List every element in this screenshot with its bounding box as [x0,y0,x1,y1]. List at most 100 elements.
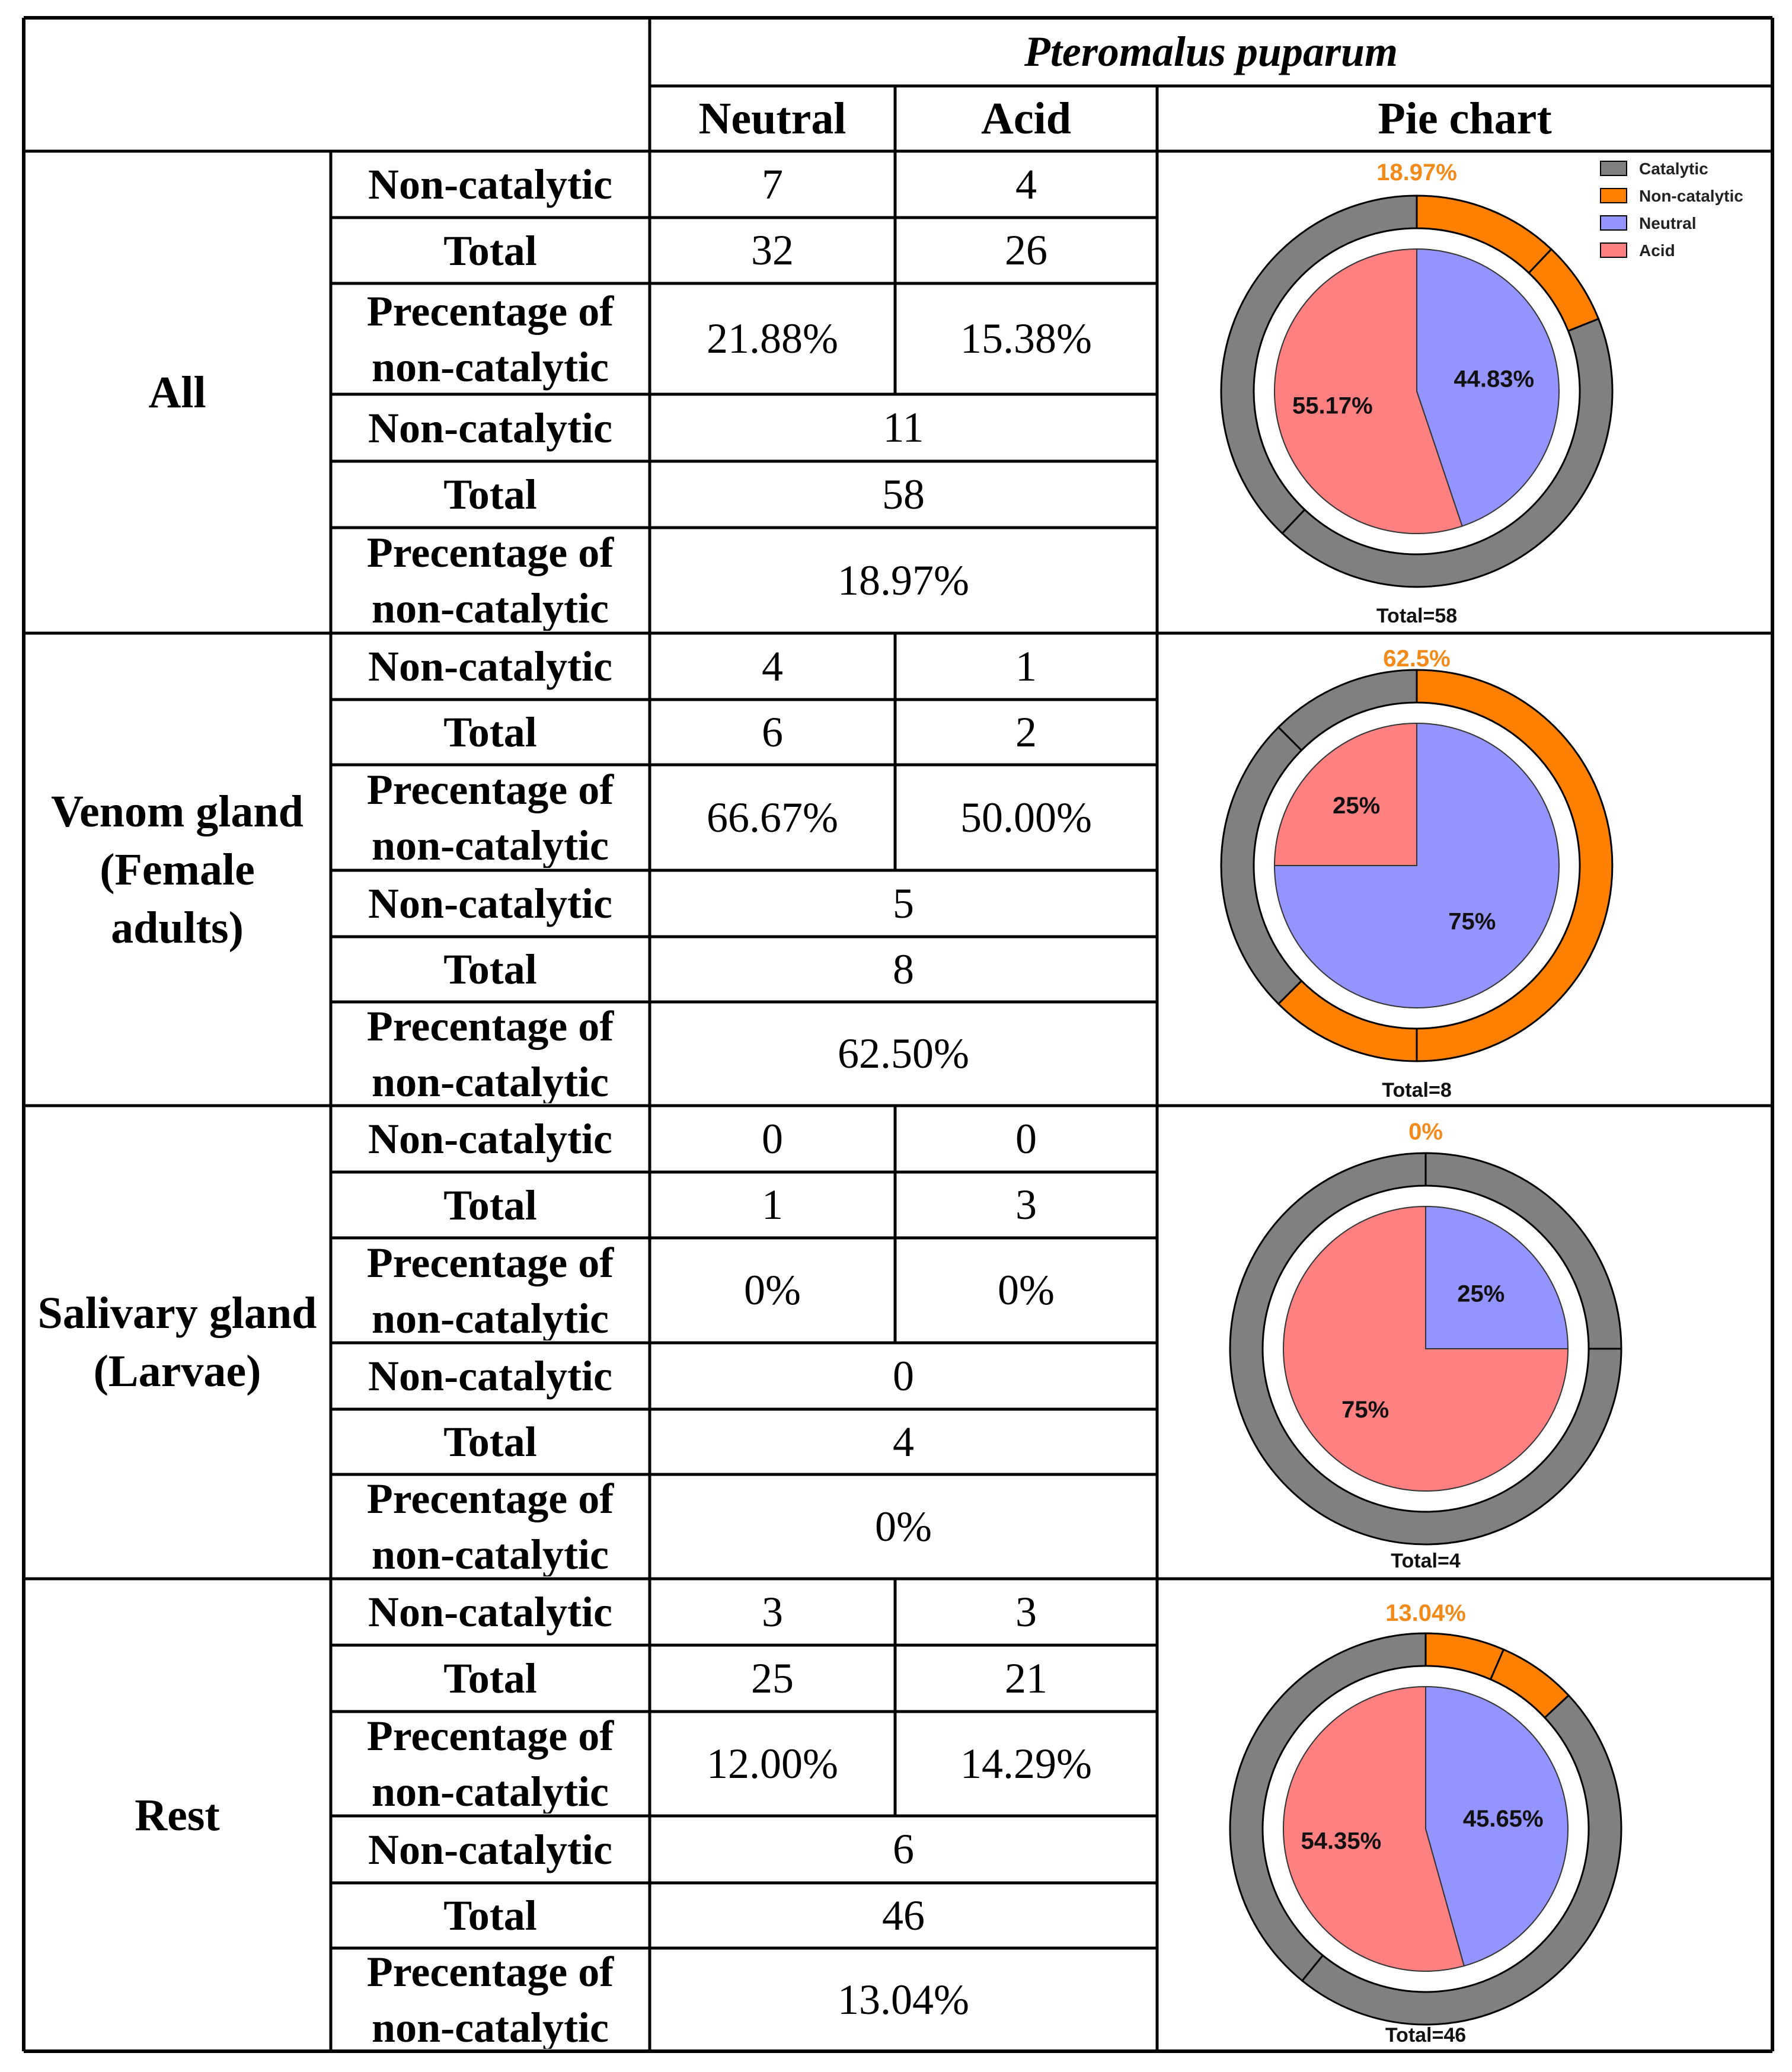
pie-slice-neutral [1425,1685,1569,1967]
pie-footer-total: Total=46 [1385,2024,1466,2047]
row-label-pct: Precentage of non-catalytic [366,1004,614,1103]
row-label-total: Total [443,1181,537,1229]
row-label-total: Total [443,1418,537,1466]
combined-value: 6 [893,1825,914,1873]
col-header-pie: Pie chart [1378,93,1552,143]
combined-value: 4 [893,1417,914,1466]
combined-value: 5 [893,879,914,927]
acid-value: 4 [1015,160,1037,208]
pie-title-percentage: 0% [1408,1119,1443,1145]
row-label-noncat: Non-catalytic [368,643,612,690]
pie-slice-neutral [1273,722,1560,1008]
pie-slice-neutral [1425,1205,1569,1349]
species-title: Pteromalus puparum [1024,28,1398,75]
pie-chart: 44.83% 55.17% 18.97% Total=58 Catalytic Non-c… [1220,159,1743,627]
row-label-total: Total [443,1655,537,1702]
row-label-pct: Precentage of non-catalytic [366,767,614,868]
row-label-total: Total [443,471,537,518]
neutral-value: 4 [762,642,783,690]
row-label-pct: Precentage of non-catalytic [366,287,614,391]
acid-value: 3 [1015,1588,1037,1636]
row-label-noncat: Non-catalytic [368,1825,612,1873]
outer-slice-catalytic-neutral [1280,317,1614,588]
pie-slice-neutral [1416,248,1560,527]
row-label-total: Total [443,708,537,756]
pie-footer-total: Total=58 [1376,605,1457,627]
combined-value: 58 [882,470,925,518]
neutral-value: 6 [762,708,783,756]
row-label-pct: Precentage of non-catalytic [366,1714,614,1814]
pie-label-acid: 55.17% [1292,392,1373,419]
acid-value: 50.00% [960,793,1092,841]
legend-label-neutral: Neutral [1639,214,1696,232]
acid-value: 0 [1015,1115,1037,1163]
neutral-value: 1 [762,1181,783,1228]
pie-label-neutral: 25% [1457,1281,1504,1307]
pie-label-acid: 75% [1341,1397,1389,1423]
combined-value: 62.50% [838,1030,969,1077]
acid-value: 15.38% [960,315,1092,362]
acid-value: 1 [1015,642,1037,690]
row-label-pct: Precentage of non-catalytic [366,530,614,631]
acid-value: 26 [1005,226,1047,274]
neutral-value: 7 [762,160,783,208]
legend-swatch-catalytic [1600,161,1627,176]
row-label-total: Total [443,1892,537,1939]
pie-legend: Catalytic Non-catalytic Neutral Acid [1600,159,1743,260]
pie-slice-acid [1283,1205,1569,1492]
outer-slice-catalytic-acid [1277,669,1418,752]
pie-footer-total: Total=8 [1382,1079,1451,1102]
neutral-value: 32 [751,226,794,274]
legend-swatch-neutral [1600,215,1627,231]
col-header-acid: Acid [981,93,1071,143]
neutral-value: 12.00% [707,1739,838,1787]
outer-slice-catalytic-acid [1229,1152,1622,1546]
pie-chart: 45.65% 54.35% 13.04% Total=46 [1229,1600,1622,2047]
row-label-total: Total [443,226,537,274]
row-label-noncat: Non-catalytic [368,404,612,452]
combined-value: 0 [893,1352,914,1400]
neutral-value: 66.67% [707,793,838,841]
combined-value: 0% [875,1502,932,1550]
outer-slice-catalytic-acid [1229,1632,1427,1982]
acid-value: 14.29% [960,1739,1092,1787]
pie-label-acid: 54.35% [1301,1828,1382,1854]
legend-label-noncatalytic: Non-catalytic [1639,187,1743,205]
acid-value: 2 [1015,708,1037,756]
row-label-noncat: Non-catalytic [368,1352,612,1400]
combined-value: 18.97% [838,556,969,604]
group-label: Salivary gland (Larvae) [37,1288,317,1396]
col-header-neutral: Neutral [698,93,847,143]
pie-label-acid: 25% [1333,793,1380,819]
acid-value: 3 [1015,1181,1037,1228]
outer-slice-noncatalytic-neutral [1416,669,1614,1062]
neutral-value: 25 [751,1654,794,1702]
group-label: Rest [135,1790,220,1840]
pie-footer-total: Total=4 [1391,1550,1461,1572]
combined-value: 8 [893,945,914,993]
combined-value: 46 [882,1891,925,1939]
outer-slice-catalytic-neutral [1301,1694,1622,2026]
pie-label-neutral: 75% [1448,908,1496,934]
row-label-pct: Precentage of non-catalytic [366,1950,614,2049]
pie-title-percentage: 13.04% [1385,1600,1466,1626]
pie-title-percentage: 62.5% [1383,646,1450,672]
legend-label-catalytic: Catalytic [1639,159,1708,178]
row-label-noncat: Non-catalytic [368,1115,612,1163]
row-label-noncat: Non-catalytic [368,161,612,208]
row-label-pct: Precentage of non-catalytic [366,1477,614,1576]
outer-slice-noncatalytic-neutral [1424,1632,1505,1681]
neutral-value: 0 [762,1115,783,1163]
row-label-pct: Precentage of non-catalytic [366,1240,614,1340]
pie-chart: 75% 25% 62.5% Total=8 [1220,646,1614,1102]
pie-slice-acid [1274,248,1463,534]
legend-swatch-acid [1600,242,1627,258]
neutral-value: 21.88% [707,315,838,362]
acid-value: 0% [998,1266,1055,1314]
pie-label-neutral: 45.65% [1463,1806,1544,1832]
pie-chart: 25% 75% 0% Total=4 [1229,1119,1622,1572]
pie-slice-acid [1283,1685,1465,1972]
group-label: All [148,367,206,417]
